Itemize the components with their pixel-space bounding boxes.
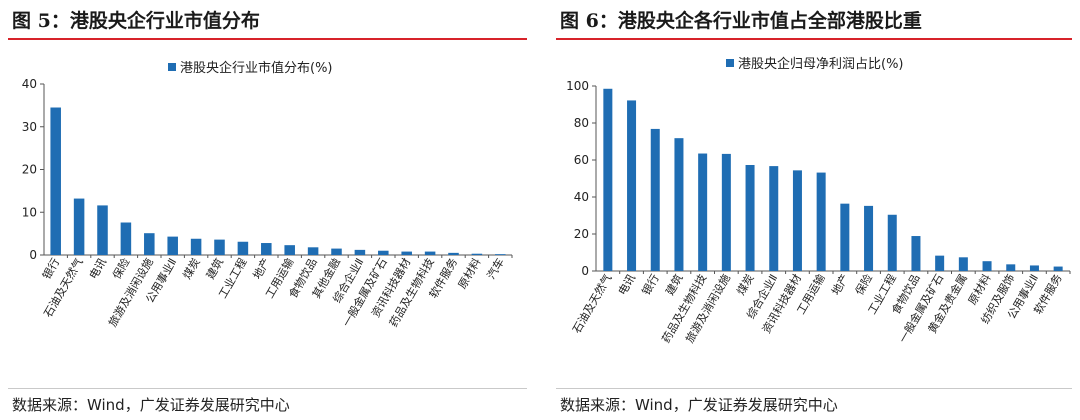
- bar: [911, 236, 921, 271]
- figure-title: 图 5：港股央企行业市值分布: [12, 10, 260, 32]
- category-label: 原材料: [455, 256, 484, 292]
- bar: [331, 248, 342, 255]
- legend-swatch: [726, 59, 734, 67]
- legend-label: 港股央企归母净利润占比(%): [738, 56, 904, 72]
- y-tick-label: 0: [29, 248, 37, 262]
- category-label: 电讯: [616, 272, 638, 298]
- category-label: 银行: [39, 256, 62, 282]
- bar: [627, 100, 637, 272]
- bar: [307, 247, 319, 255]
- bar: [1006, 264, 1016, 271]
- title-rule: [8, 38, 527, 40]
- figure-title: 图 6：港股央企各行业市值占全部港股比重: [560, 10, 922, 32]
- bar: [354, 249, 366, 255]
- bar: [792, 170, 802, 271]
- legend-label: 港股央企行业市值分布(%): [180, 60, 333, 76]
- legend: 港股央企行业市值分布(%): [168, 60, 333, 76]
- y-tick-label: 0: [581, 264, 589, 278]
- category-label: 煤炭: [180, 256, 202, 282]
- category-label: 保险: [109, 256, 132, 282]
- bar: [1029, 265, 1039, 271]
- y-tick-label: 100: [566, 79, 589, 93]
- bar: [167, 236, 178, 255]
- bar: [120, 222, 132, 255]
- bar: [674, 138, 684, 271]
- bar: [495, 254, 506, 255]
- bar: [97, 205, 108, 255]
- category-label: 银行: [639, 272, 662, 298]
- category-label: 建筑: [203, 256, 226, 282]
- y-tick-label: 60: [574, 153, 589, 167]
- bar: [721, 153, 731, 271]
- bar: [214, 239, 225, 255]
- bar: [261, 243, 272, 255]
- bar: [50, 107, 61, 255]
- category-label: 电讯: [87, 256, 109, 282]
- bar: [745, 164, 755, 271]
- category-label: 地产: [250, 256, 273, 282]
- legend: 港股央企归母净利润占比(%): [726, 56, 904, 72]
- bar: [887, 214, 897, 271]
- source-note: 数据来源：Wind，广发证券发展研究中心: [12, 396, 290, 414]
- bar: [864, 205, 874, 271]
- right-figure-panel: 图 6：港股央企各行业市值占全部港股比重 港股央企归母净利润占比(%) 0 20 40…: [548, 0, 1080, 420]
- category-label: 保险: [852, 272, 875, 298]
- y-tick-label: 20: [22, 163, 37, 177]
- bar: [769, 166, 779, 271]
- bar: [603, 88, 613, 272]
- y-tick-label: 80: [574, 116, 589, 130]
- legend-swatch: [168, 63, 176, 71]
- bar: [424, 251, 436, 255]
- source-rule: [556, 388, 1072, 389]
- bar: [144, 233, 155, 255]
- bar: [448, 252, 459, 255]
- y-tick-label: 10: [22, 205, 37, 219]
- bar: [698, 153, 708, 271]
- bar: [1053, 266, 1063, 271]
- bar: [650, 128, 660, 271]
- source-note: 数据来源：Wind，广发证券发展研究中心: [560, 396, 838, 414]
- bar: [73, 198, 85, 255]
- y-tick-label: 40: [22, 77, 37, 91]
- bar: [816, 172, 826, 271]
- bar: [935, 255, 945, 271]
- bar: [284, 245, 295, 255]
- bar: [982, 261, 992, 271]
- left-figure-panel: 图 5：港股央企行业市值分布 港股央企行业市值分布(%) 0 10 20 30 40 银行石…: [0, 0, 535, 420]
- category-label: 石油及天然气: [569, 272, 614, 336]
- category-label: 地产: [828, 272, 851, 298]
- title-rule: [556, 38, 1072, 40]
- y-tick-label: 40: [574, 190, 589, 204]
- category-label: 煤炭: [734, 272, 756, 298]
- bar: [471, 253, 483, 255]
- y-tick-label: 20: [574, 227, 589, 241]
- bar: [840, 203, 850, 271]
- bar: [237, 241, 249, 255]
- bar: [190, 238, 202, 255]
- source-rule: [8, 388, 527, 389]
- bar: [378, 250, 389, 255]
- bar: [958, 257, 968, 271]
- y-tick-label: 30: [22, 120, 37, 134]
- bar: [401, 251, 412, 255]
- category-label: 建筑: [662, 272, 685, 298]
- category-label: 汽车: [484, 256, 507, 282]
